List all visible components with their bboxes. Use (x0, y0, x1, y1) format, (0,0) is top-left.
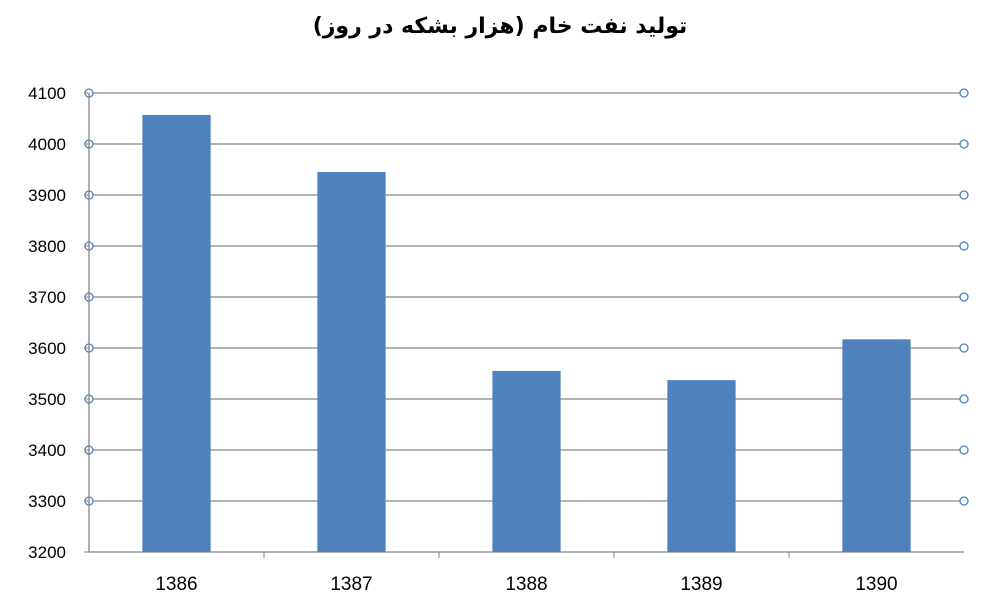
y-tick-label: 3300 (28, 492, 66, 511)
y-tick-label: 4000 (28, 135, 66, 154)
chart-title: تولید نفت خام (هزار بشکه در روز) (312, 14, 688, 39)
bar-1390 (842, 339, 911, 552)
y-tick-label: 3700 (28, 288, 66, 307)
axis-marker-right (959, 139, 969, 149)
x-tick-label: 1386 (155, 574, 197, 595)
axis-marker-right (959, 445, 969, 455)
axis-marker-right (959, 190, 969, 200)
y-tick-label: 4100 (28, 84, 66, 103)
y-tick-label: 3800 (28, 237, 66, 256)
axis-marker-right (959, 394, 969, 404)
bar-1386 (142, 114, 211, 553)
axis-marker-right (959, 88, 969, 98)
y-tick-label: 3900 (28, 186, 66, 205)
x-tick-label: 1389 (680, 574, 722, 595)
y-tick-label: 3400 (28, 441, 66, 460)
bar-1387 (317, 172, 386, 553)
x-tick-label: 1387 (330, 574, 372, 595)
bar-1388 (492, 370, 561, 552)
y-tick-label: 3500 (28, 390, 66, 409)
x-tick-label: 1388 (505, 574, 547, 595)
axis-marker-right (959, 292, 969, 302)
y-tick-label: 3600 (28, 339, 66, 358)
axis-marker-right (959, 496, 969, 506)
bar-1389 (667, 380, 736, 552)
axis-marker-right (959, 241, 969, 251)
x-tick-label: 1390 (855, 574, 897, 595)
axis-marker-right (959, 343, 969, 353)
y-tick-label: 3200 (28, 543, 66, 562)
